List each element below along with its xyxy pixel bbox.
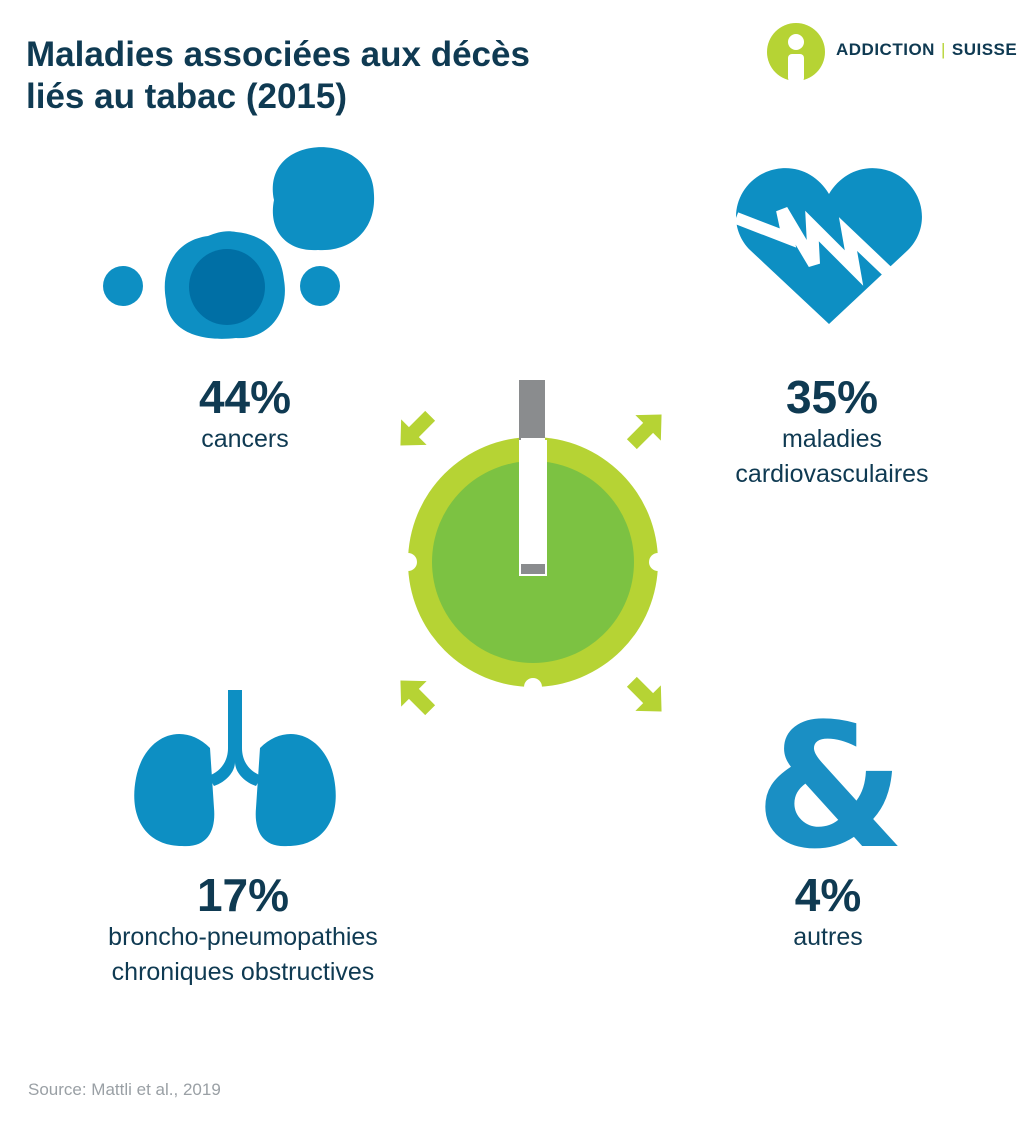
stat-cancers: 44% cancers bbox=[130, 372, 360, 457]
label-cancers: cancers bbox=[201, 425, 289, 453]
stat-cardiovascular: 35% maladies cardiovasculaires bbox=[700, 372, 964, 492]
percent-cardiovascular: 35% bbox=[785, 371, 879, 423]
label-copd-line-1: broncho-pneumopathies bbox=[108, 923, 378, 951]
lungs-icon bbox=[134, 690, 336, 847]
addiction-suisse-logo: ADDICTION | SUISSE bbox=[766, 22, 1017, 82]
percent-cancers: 44% bbox=[198, 371, 292, 423]
label-cardiovascular-line-1: maladies bbox=[781, 425, 883, 453]
cigarette-emission-icon bbox=[399, 380, 667, 716]
stat-others: 4% autres bbox=[730, 870, 926, 955]
svg-text:&: & bbox=[760, 700, 900, 860]
percent-copd: 17% bbox=[196, 869, 290, 921]
addiction-suisse-logo-icon bbox=[767, 23, 825, 82]
title-line-2: liés au tabac (2015) bbox=[26, 77, 347, 116]
source-note: Source: Mattli et al., 2019 bbox=[28, 1080, 221, 1099]
smoke-arrows bbox=[400, 410, 662, 716]
heart-icon bbox=[736, 168, 922, 324]
cancer-cells-icon bbox=[103, 147, 375, 339]
title-line-1: Maladies associées aux décès bbox=[26, 35, 530, 74]
logo-text-suisse: SUISSE bbox=[951, 40, 1018, 59]
label-copd-line-2: chroniques obstructives bbox=[111, 958, 375, 986]
label-cardiovascular-line-2: cardiovasculaires bbox=[735, 460, 929, 488]
logo-separator: | bbox=[940, 40, 946, 59]
label-others: autres bbox=[793, 923, 863, 951]
page-title: Maladies associées aux décès liés au tab… bbox=[26, 34, 666, 118]
stat-copd: 17% broncho-pneumopathies chroniques obs… bbox=[50, 870, 436, 990]
logo-text-addiction: ADDICTION bbox=[836, 40, 935, 59]
ampersand-icon: & bbox=[760, 700, 900, 860]
percent-others: 4% bbox=[794, 869, 862, 921]
logo-wordmark: ADDICTION | SUISSE bbox=[836, 40, 1017, 60]
